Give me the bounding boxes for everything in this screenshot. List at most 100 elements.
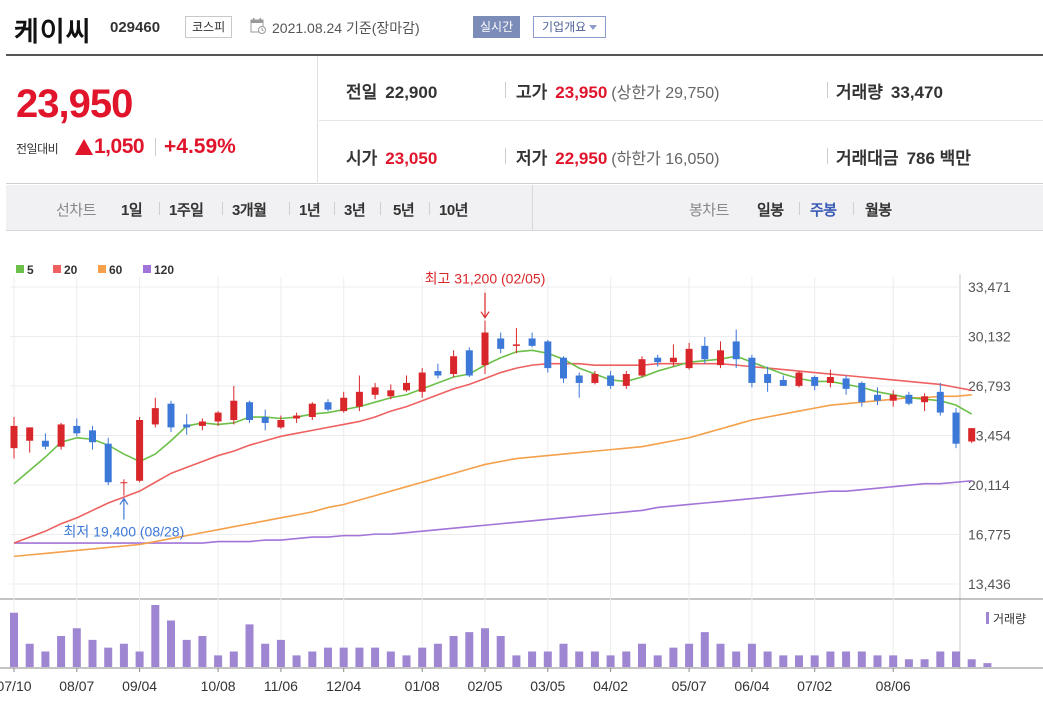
- x-tick-label: 08/06: [876, 678, 911, 694]
- volume-bar: [481, 628, 489, 667]
- high-price-value: 23,950: [555, 83, 608, 102]
- volume-bar: [10, 612, 18, 667]
- volume-bar: [182, 639, 191, 667]
- y-tick-label: 13,436: [968, 576, 1011, 592]
- x-tick-label: 03/05: [530, 678, 565, 694]
- tab-daily[interactable]: 일봉: [757, 202, 784, 219]
- volume-bar: [842, 651, 851, 667]
- x-tick-label: 01/08: [405, 678, 440, 694]
- volume-bar: [324, 647, 332, 667]
- volume-bar: [732, 651, 741, 667]
- y-tick-label: 30,132: [968, 329, 1011, 345]
- company-overview-label: 기업개요: [542, 20, 587, 34]
- candle-body: [89, 430, 96, 443]
- x-tick-label: 07/02: [797, 678, 832, 694]
- line-chart-label: 선차트: [56, 202, 96, 219]
- tab-1w[interactable]: 1주일: [169, 202, 204, 219]
- volume-bar: [496, 636, 505, 667]
- tab-3y[interactable]: 3년: [344, 202, 366, 219]
- candle-body: [120, 482, 128, 484]
- tab-3m[interactable]: 3개월: [232, 202, 267, 219]
- candle-body: [858, 382, 866, 403]
- volume-bar: [716, 643, 725, 667]
- prev-close-value: 22,900: [385, 83, 438, 102]
- candle-body: [654, 357, 662, 363]
- volume-bar: [763, 651, 772, 667]
- tab-10y[interactable]: 10년: [439, 202, 469, 219]
- volume-bar: [810, 655, 819, 667]
- candle-body: [308, 403, 316, 418]
- legend-swatch: [98, 265, 106, 273]
- candle-body: [591, 374, 599, 383]
- tab-monthly[interactable]: 월봉: [865, 202, 892, 219]
- candle-body: [57, 424, 65, 447]
- candle-body: [560, 357, 567, 379]
- tab-weekly[interactable]: 주봉: [810, 202, 837, 219]
- stock-chart[interactable]: 33,471 30,132 26,793 23,454 20,114 16,775 13,4…: [0, 232, 1043, 706]
- candle-body: [795, 372, 803, 386]
- tab-1y[interactable]: 1년: [299, 202, 321, 219]
- volume-bar: [355, 647, 364, 667]
- volume-bar: [25, 643, 34, 667]
- tab-1d[interactable]: 1일: [121, 202, 143, 219]
- volume-bar: [575, 651, 584, 667]
- candle-body: [512, 344, 520, 346]
- volume-bar: [528, 651, 537, 667]
- candle-body: [246, 402, 253, 420]
- realtime-button[interactable]: 실시간: [473, 16, 521, 38]
- quote-panel: 23,950 전일대비 1,050 +4.59% 전일 22,900 고가 23,9…: [6, 54, 1043, 184]
- x-tick-label: 04/02: [593, 678, 628, 694]
- ma120-line: [14, 479, 972, 544]
- x-tick-label: 02/05: [467, 678, 502, 694]
- volume-bar: [386, 651, 395, 667]
- lowest-price-annotation: 최저 19,400 (08/28): [64, 524, 185, 540]
- up-arrow-icon: [119, 497, 129, 505]
- stock-name: 케이씨: [14, 17, 92, 47]
- legend-swatch: [53, 265, 61, 273]
- tab-5y[interactable]: 5년: [393, 202, 415, 219]
- volume-bar: [622, 651, 631, 667]
- volume-bar: [952, 651, 960, 667]
- volume-bar: [245, 624, 254, 667]
- candle-body: [324, 402, 332, 410]
- candlestick-chart-svg: 33,471 30,132 26,793 23,454 20,114 16,775 13,4…: [0, 263, 1043, 694]
- change-label: 전일대비: [16, 142, 59, 156]
- upper-limit: (상한가 29,750): [611, 85, 720, 102]
- lower-limit: (하한가 16,050): [611, 151, 720, 168]
- volume-bar: [920, 659, 929, 667]
- stock-code: 029460: [110, 19, 161, 36]
- volume-bar: [198, 636, 207, 667]
- legend-swatch: [16, 265, 24, 273]
- volume-bar: [104, 647, 113, 667]
- volume-bar: [779, 655, 788, 667]
- divider: [334, 202, 335, 215]
- volume-bar: [449, 636, 458, 667]
- x-tick-label: 05/07: [672, 678, 707, 694]
- trade-amount-label: 거래대금: [836, 149, 899, 168]
- divider: [505, 82, 506, 98]
- divider: [319, 120, 1043, 121]
- divider: [429, 202, 430, 215]
- candle-body: [905, 394, 913, 404]
- candle-body: [732, 341, 740, 360]
- volume-bar: [857, 651, 866, 667]
- candle-body: [497, 338, 505, 349]
- x-tick-label: 09/04: [122, 678, 157, 694]
- x-tick-label: 08/07: [59, 678, 94, 694]
- candle-body: [214, 412, 222, 422]
- legend-label: 120: [154, 263, 174, 277]
- divider: [827, 148, 828, 164]
- candle-body: [528, 338, 536, 346]
- volume-bar: [983, 663, 992, 667]
- volume-label: 거래량: [836, 83, 883, 102]
- x-tick-label: 06/04: [734, 678, 769, 694]
- y-tick-label: 20,114: [968, 477, 1010, 493]
- candle-body: [151, 408, 159, 425]
- prev-close: 전일 22,900: [346, 78, 437, 103]
- company-overview-dropdown[interactable]: 기업개요: [533, 16, 607, 38]
- volume-bar: [559, 643, 568, 667]
- candle-body: [842, 378, 850, 389]
- divider: [827, 82, 828, 98]
- volume-bar: [795, 655, 803, 667]
- candle-body: [669, 357, 677, 363]
